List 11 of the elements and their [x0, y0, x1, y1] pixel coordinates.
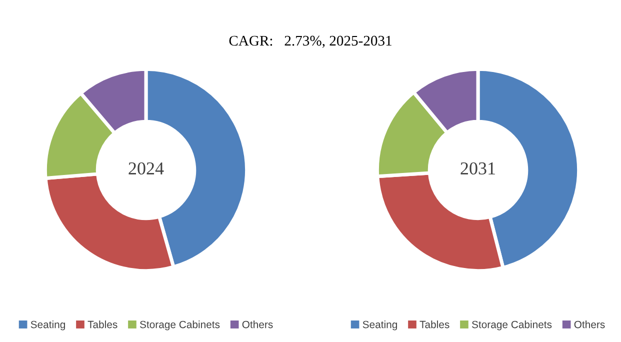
- legend-label: Tables: [88, 320, 118, 328]
- legend-label: Others: [242, 320, 273, 328]
- legend-label: Storage Cabinets: [140, 320, 220, 330]
- text: CAGR: 2.73%, 2025-2031: [229, 36, 392, 48]
- text: 2031: [460, 162, 495, 175]
- legend-label: Others: [574, 320, 605, 328]
- text: 2024: [128, 162, 164, 175]
- legend-label: Seating: [30, 320, 65, 330]
- legend-label: Storage Cabinets: [472, 320, 552, 330]
- legend-label: Tables: [420, 320, 450, 328]
- legend-label: Seating: [362, 320, 397, 330]
